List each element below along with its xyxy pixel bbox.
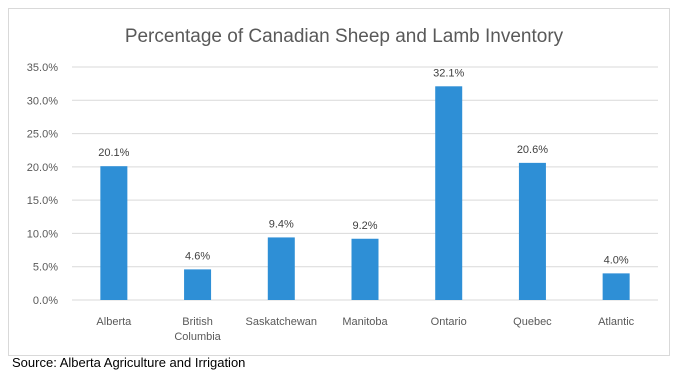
data-label: 32.1% [433, 67, 464, 79]
category-label: Saskatchewan [246, 316, 318, 328]
bar [267, 237, 295, 300]
category-labels: Alberta British Columbia Saskatchewan Manito… [96, 316, 634, 343]
category-label: Atlantic [598, 316, 635, 328]
bar [435, 86, 463, 300]
data-label: 4.0% [604, 254, 629, 266]
bar [602, 273, 630, 300]
y-tick-label: 25.0% [27, 129, 58, 141]
chart-title: Percentage of Canadian Sheep and Lamb In… [125, 26, 564, 47]
y-tick-label: 10.0% [27, 228, 58, 240]
category-label: Alberta [96, 316, 132, 328]
source-note: Source: Alberta Agriculture and Irrigati… [12, 355, 246, 370]
y-tick-label: 15.0% [27, 195, 58, 207]
data-labels: 20.1% 4.6% 9.4% 9.2% 32.1% 20.6% 4.0% [98, 67, 629, 266]
data-label: 20.1% [98, 147, 129, 159]
y-tick-label: 30.0% [27, 95, 58, 107]
bar [351, 238, 379, 300]
bars [100, 86, 630, 300]
y-tick-label: 20.0% [27, 162, 58, 174]
category-label: Ontario [431, 316, 467, 328]
y-tick-label: 35.0% [27, 62, 58, 74]
data-label: 9.2% [352, 220, 377, 232]
gridlines [72, 66, 658, 301]
bar [184, 269, 212, 300]
category-label: Quebec [513, 316, 552, 328]
y-axis-ticks: 0.0% 5.0% 10.0% 15.0% 20.0% 25.0% 30.0% 35.0% [27, 62, 58, 307]
y-tick-label: 0.0% [33, 295, 58, 307]
data-label: 20.6% [517, 144, 548, 156]
data-label: 9.4% [269, 218, 294, 230]
data-label: 4.6% [185, 250, 210, 262]
category-label: British Columbia [174, 316, 221, 343]
y-tick-label: 5.0% [33, 262, 58, 274]
category-label: Manitoba [342, 316, 388, 328]
bar [518, 162, 546, 300]
bar [100, 166, 128, 300]
